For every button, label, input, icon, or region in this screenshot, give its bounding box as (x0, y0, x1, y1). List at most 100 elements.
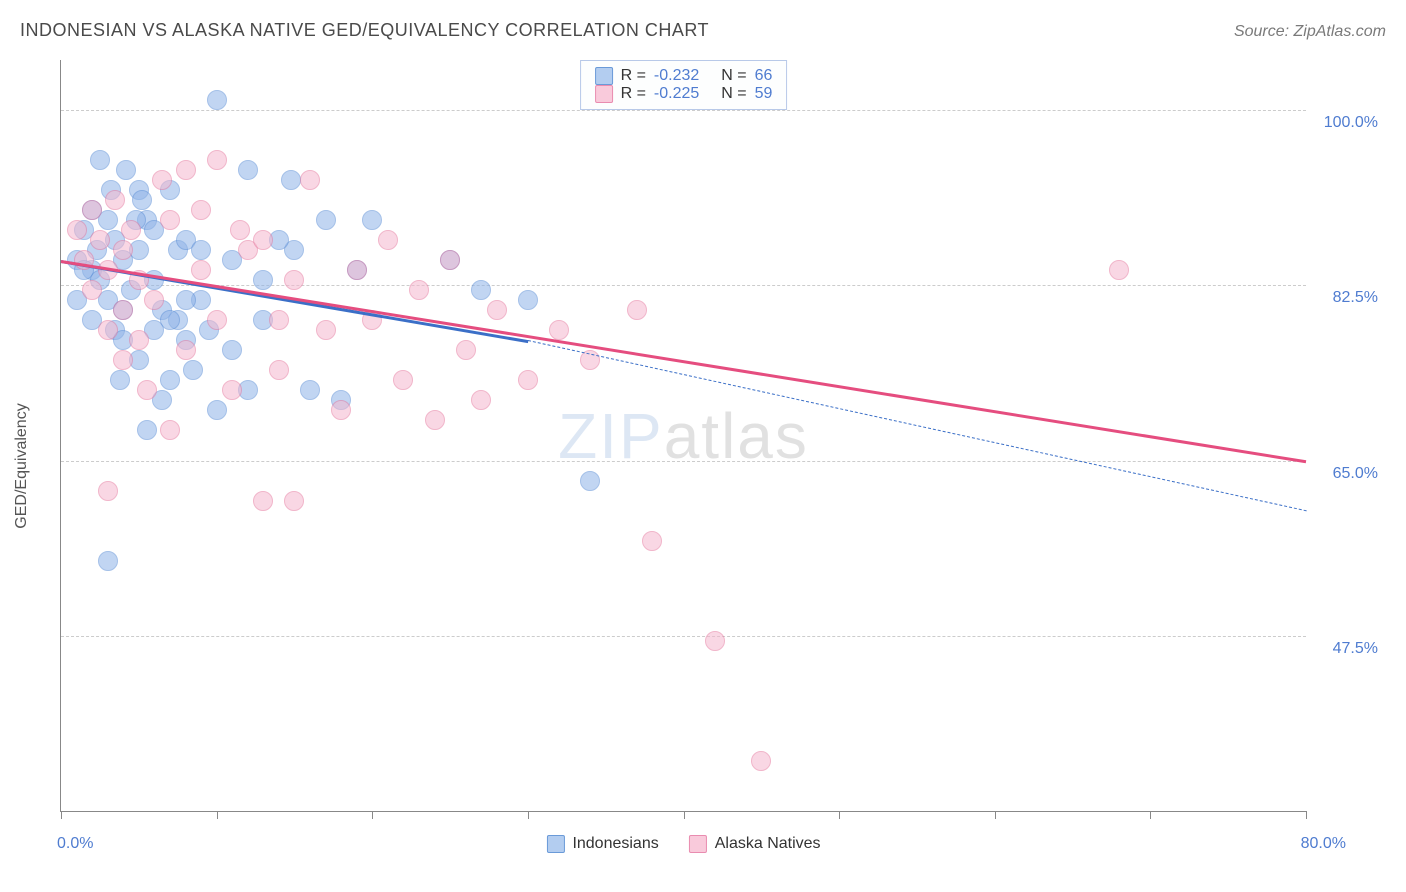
gridline-h (61, 636, 1306, 637)
legend-series-label: Alaska Natives (715, 835, 821, 853)
data-point (160, 210, 180, 230)
data-point (471, 390, 491, 410)
data-point (440, 250, 460, 270)
plot-area: ZIPatlas R =-0.232N =66R =-0.225N =59 In… (60, 60, 1306, 812)
trend-line (528, 340, 1306, 511)
data-point (176, 160, 196, 180)
data-point (281, 170, 301, 190)
data-point (378, 230, 398, 250)
data-point (518, 290, 538, 310)
data-point (316, 210, 336, 230)
data-point (207, 90, 227, 110)
data-point (98, 481, 118, 501)
data-point (160, 420, 180, 440)
x-tick (839, 811, 840, 819)
data-point (191, 240, 211, 260)
data-point (300, 170, 320, 190)
data-point (331, 400, 351, 420)
legend-correlation: R = -0.232 N = 66 R = -0.225 N = 59 (580, 60, 788, 110)
data-point (207, 310, 227, 330)
legend-swatch (689, 835, 707, 853)
data-point (191, 200, 211, 220)
y-tick-label: 82.5% (1333, 289, 1378, 307)
data-point (393, 370, 413, 390)
data-point (580, 471, 600, 491)
x-tick (372, 811, 373, 819)
data-point (160, 370, 180, 390)
x-tick (217, 811, 218, 819)
data-point (98, 551, 118, 571)
data-point (642, 531, 662, 551)
gridline-h (61, 461, 1306, 462)
data-point (269, 360, 289, 380)
data-point (90, 230, 110, 250)
data-point (518, 370, 538, 390)
x-tick (995, 811, 996, 819)
data-point (269, 310, 289, 330)
data-point (121, 220, 141, 240)
data-point (627, 300, 647, 320)
n-value: 59 (755, 85, 773, 103)
x-tick (1306, 811, 1307, 819)
data-point (82, 200, 102, 220)
data-point (284, 270, 304, 290)
data-point (300, 380, 320, 400)
data-point (116, 160, 136, 180)
legend-series-item: Indonesians (546, 835, 658, 853)
data-point (113, 240, 133, 260)
x-tick (61, 811, 62, 819)
legend-swatch (595, 85, 613, 103)
chart-container: GED/Equivalency ZIPatlas R =-0.232N =66R… (10, 50, 1396, 882)
y-tick-label: 65.0% (1333, 465, 1378, 483)
data-point (132, 190, 152, 210)
data-point (487, 300, 507, 320)
y-axis-label: GED/Equivalency (13, 403, 31, 528)
n-label: N = (721, 67, 746, 85)
r-label: R = (621, 85, 646, 103)
data-point (253, 270, 273, 290)
data-point (316, 320, 336, 340)
data-point (191, 260, 211, 280)
data-point (82, 280, 102, 300)
x-tick-label: 0.0% (57, 835, 93, 853)
data-point (253, 491, 273, 511)
data-point (230, 220, 250, 240)
data-point (152, 170, 172, 190)
data-point (90, 150, 110, 170)
legend-swatch (546, 835, 564, 853)
data-point (362, 210, 382, 230)
gridline-h (61, 285, 1306, 286)
r-value: -0.225 (654, 85, 699, 103)
data-point (110, 370, 130, 390)
gridline-h (61, 110, 1306, 111)
data-point (705, 631, 725, 651)
legend-correlation-row: R = -0.232 N = 66 (595, 67, 773, 85)
data-point (456, 340, 476, 360)
data-point (238, 160, 258, 180)
data-point (113, 350, 133, 370)
r-value: -0.232 (654, 67, 699, 85)
data-point (176, 290, 196, 310)
x-tick (684, 811, 685, 819)
data-point (471, 280, 491, 300)
n-value: 66 (755, 67, 773, 85)
x-tick-label: 80.0% (1301, 835, 1346, 853)
chart-header: INDONESIAN VS ALASKA NATIVE GED/EQUIVALE… (20, 20, 1386, 41)
chart-title: INDONESIAN VS ALASKA NATIVE GED/EQUIVALE… (20, 20, 709, 41)
r-label: R = (621, 67, 646, 85)
source-attribution: Source: ZipAtlas.com (1234, 23, 1386, 41)
data-point (160, 310, 180, 330)
data-point (549, 320, 569, 340)
y-tick-label: 47.5% (1333, 640, 1378, 658)
data-point (409, 280, 429, 300)
data-point (751, 751, 771, 771)
n-label: N = (721, 85, 746, 103)
y-tick-label: 100.0% (1324, 114, 1378, 132)
data-point (284, 491, 304, 511)
data-point (129, 330, 149, 350)
x-tick (1150, 811, 1151, 819)
data-point (1109, 260, 1129, 280)
data-point (425, 410, 445, 430)
data-point (67, 220, 87, 240)
data-point (183, 360, 203, 380)
